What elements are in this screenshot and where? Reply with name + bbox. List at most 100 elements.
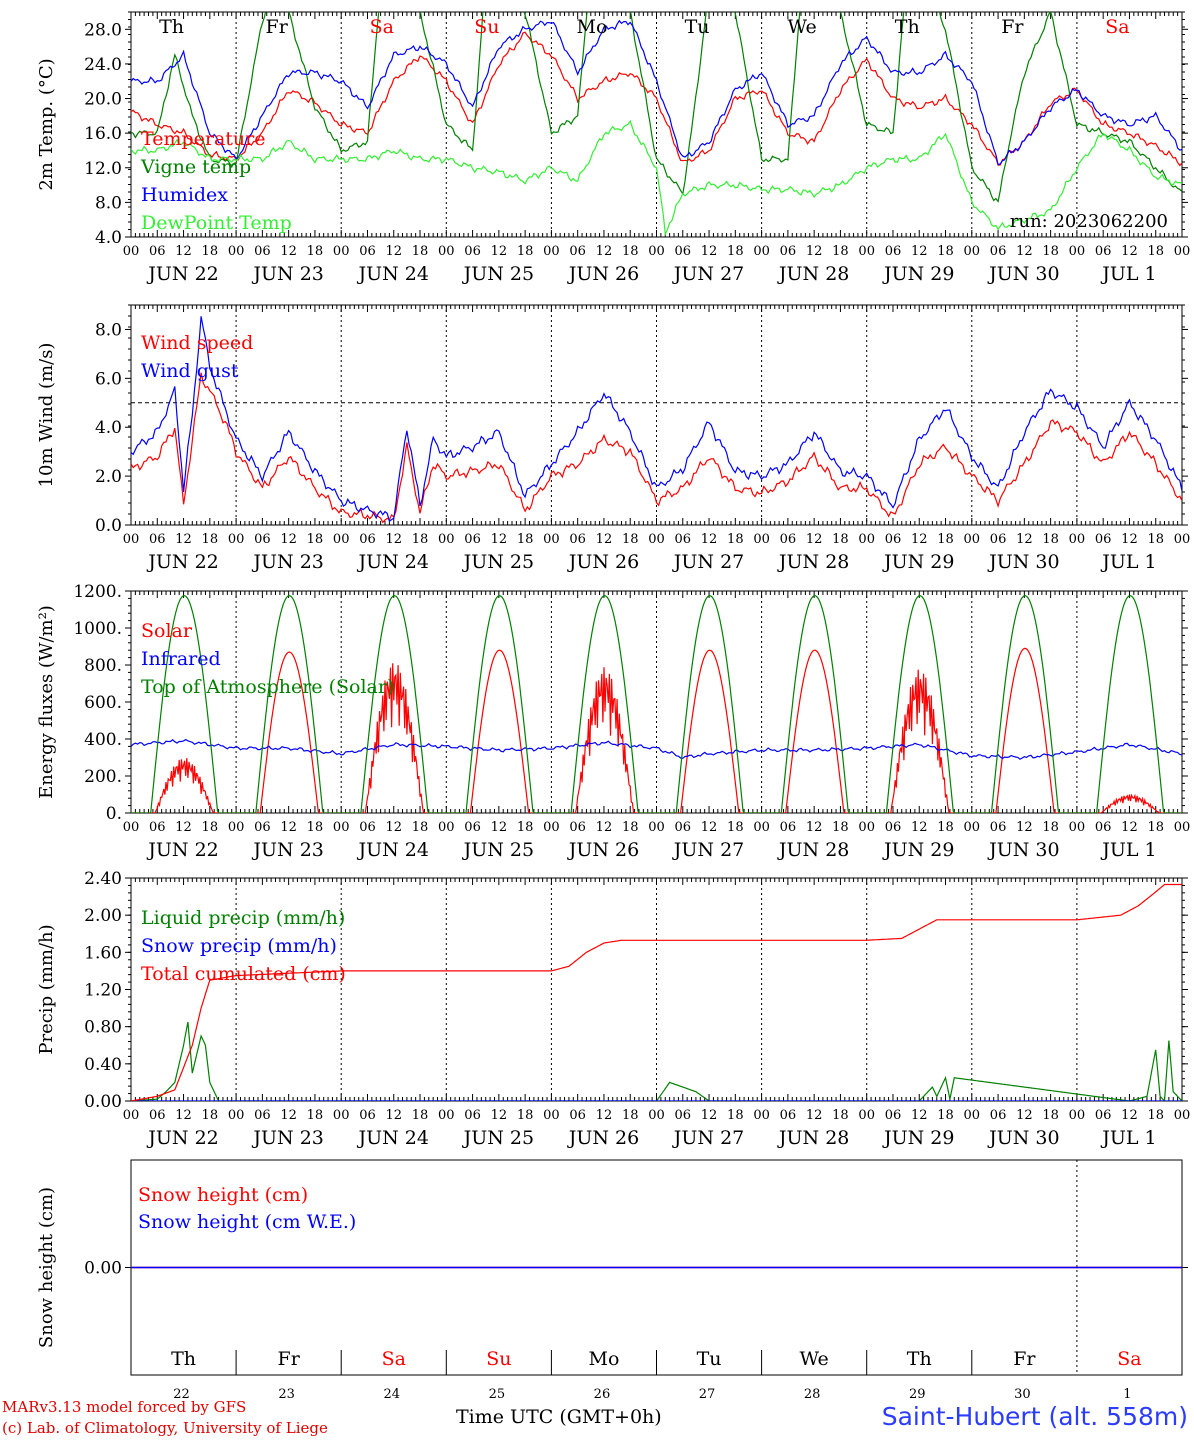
hour-tick-label: 06 (675, 1108, 692, 1123)
date-label: JUN 29 (882, 839, 954, 861)
hour-tick-label: 12 (1016, 820, 1033, 835)
series-line-wind-gust (131, 316, 1182, 523)
legend-entry: Humidex (141, 184, 228, 206)
hour-tick-label: 18 (727, 532, 744, 547)
hour-tick-label: 06 (1095, 820, 1112, 835)
date-label: JUN 30 (987, 839, 1059, 861)
date-label: JUL 1 (1100, 839, 1156, 861)
date-label: JUN 28 (777, 263, 849, 285)
hour-tick-label: 18 (622, 532, 639, 547)
date-label: JUN 25 (462, 1127, 534, 1149)
date-label: JUN 29 (882, 551, 954, 573)
day-number-label: 1 (1123, 1387, 1131, 1402)
y-tick-label: 400. (84, 730, 122, 750)
hour-tick-label: 06 (990, 244, 1007, 259)
date-label: JUN 24 (357, 551, 429, 573)
station-label: Saint-Hubert (alt. 558m) (881, 1402, 1188, 1431)
hour-tick-label: 12 (911, 244, 928, 259)
y-tick-label: 1200. (73, 582, 122, 602)
y-axis-label: Snow height (cm) (36, 1187, 57, 1348)
hour-tick-label: 18 (412, 244, 429, 259)
hour-tick-label: 18 (1042, 1108, 1059, 1123)
hour-tick-label: 12 (596, 244, 613, 259)
panel-2: 00 06 12 18 JUN 22 00 06 12 18 JUN 23 00 06 12 18 JUN … (36, 304, 1190, 573)
series-line-solar (131, 647, 1182, 813)
hour-tick-label: 18 (307, 244, 324, 259)
hour-tick-label: 06 (569, 244, 586, 259)
legend-entry: Solar (141, 620, 193, 642)
hour-tick-label: 12 (175, 532, 192, 547)
date-label: JUN 25 (462, 263, 534, 285)
hour-tick-label: 06 (464, 244, 481, 259)
hour-tick-label: 00 (648, 1108, 665, 1123)
weekday-label: Fr (266, 16, 289, 38)
date-label: JUN 28 (777, 551, 849, 573)
date-label: JUN 22 (146, 1127, 218, 1149)
hour-tick-label: 00 (1069, 244, 1086, 259)
hour-tick-label: 12 (806, 532, 823, 547)
y-axis-label: 10m Wind (m/s) (36, 343, 57, 488)
panel-3: 00 06 12 18 JUN 22 00 06 12 18 JUN 23 00 06 12 18 JUN … (36, 582, 1190, 861)
weekday-label: Sa (382, 1348, 406, 1370)
date-label: JUN 25 (462, 839, 534, 861)
hour-tick-label: 12 (1016, 1108, 1033, 1123)
series-line-liquid-precip-mm-h- (131, 1021, 1182, 1101)
weekday-label: Th (907, 1348, 932, 1370)
legend-entry: Snow precip (mm/h) (141, 935, 337, 957)
hour-tick-label: 06 (464, 820, 481, 835)
hour-tick-label: 06 (990, 1108, 1007, 1123)
hour-tick-label: 06 (885, 532, 902, 547)
hour-tick-label: 12 (596, 820, 613, 835)
hour-tick-label: 12 (1121, 1108, 1138, 1123)
hour-tick-label: 00 (123, 532, 140, 547)
y-tick-label: 800. (84, 656, 122, 676)
hour-tick-label: 00 (1174, 820, 1191, 835)
legend-entry: Temperature (141, 128, 265, 150)
legend-entry: Vigne temp (140, 156, 251, 178)
y-tick-label: 0.80 (84, 1018, 122, 1038)
hour-tick-label: 00 (438, 1108, 455, 1123)
hour-tick-label: 00 (438, 532, 455, 547)
hour-tick-label: 06 (780, 532, 797, 547)
hour-tick-label: 18 (412, 820, 429, 835)
weekday-label: Fr (278, 1348, 301, 1370)
hour-tick-label: 00 (753, 820, 770, 835)
y-tick-label: 8.0 (95, 320, 122, 340)
hour-tick-label: 12 (1016, 244, 1033, 259)
hour-tick-label: 18 (1147, 820, 1164, 835)
hour-tick-label: 00 (333, 244, 350, 259)
weekday-label: Su (486, 1348, 511, 1370)
series-line-infrared (131, 738, 1182, 760)
hour-tick-label: 12 (491, 244, 508, 259)
hour-tick-label: 06 (254, 1108, 271, 1123)
date-label: JUN 22 (146, 263, 218, 285)
hour-tick-label: 12 (701, 532, 718, 547)
hour-tick-label: 06 (464, 532, 481, 547)
y-tick-label: 0.40 (84, 1055, 122, 1075)
weekday-label: Sa (1105, 16, 1129, 38)
plot-area (131, 316, 1182, 524)
date-label: JUN 22 (146, 551, 218, 573)
date-label: JUN 23 (251, 263, 323, 285)
hour-tick-label: 00 (858, 532, 875, 547)
y-tick-label: 16.0 (84, 124, 122, 144)
y-tick-label: 20.0 (84, 90, 122, 110)
model-credit-line: MARv3.13 model forced by GFS (2, 1398, 247, 1416)
hour-tick-label: 18 (1042, 244, 1059, 259)
hour-tick-label: 06 (569, 1108, 586, 1123)
series-line-humidex (131, 19, 1182, 166)
hour-tick-label: 12 (701, 820, 718, 835)
date-label: JUL 1 (1100, 263, 1156, 285)
hour-tick-label: 06 (359, 1108, 376, 1123)
weekday-label: Sa (370, 16, 394, 38)
run-annotation: run: 2023062200 (1010, 211, 1168, 232)
hour-tick-label: 18 (517, 1108, 534, 1123)
y-tick-label: 0.00 (84, 1092, 122, 1112)
weekday-label: Tu (685, 16, 710, 38)
hour-tick-label: 18 (832, 820, 849, 835)
date-label: JUN 25 (462, 551, 534, 573)
y-tick-label: 12.0 (84, 159, 122, 179)
legend-entry: Wind speed (141, 332, 253, 354)
hour-tick-label: 06 (780, 1108, 797, 1123)
